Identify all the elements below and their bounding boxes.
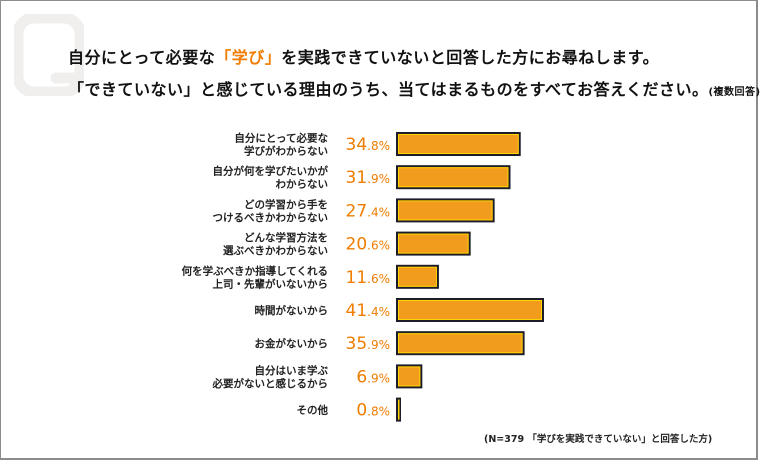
q-letter-icon — [14, 14, 84, 96]
value-label-decimal: .4% — [367, 305, 390, 319]
value-label: 27.4% — [346, 201, 391, 221]
question-line-2: 「できていない」と感じている理由のうち、当てはまるものをすべてお答えください。(… — [68, 76, 760, 100]
value-label: 0.8% — [356, 401, 390, 421]
category-label: わからない — [276, 179, 329, 191]
value-label-decimal: .6% — [367, 239, 390, 253]
value-label: 31.9% — [346, 168, 391, 188]
bar — [396, 364, 423, 389]
value-label: 11.6% — [346, 268, 391, 288]
value-label-integer: 34 — [346, 135, 368, 155]
question-line-1-post: を実践できていないと回答した方にお尋ねします。 — [281, 48, 660, 67]
category-label: 選ぶべきかわからない — [223, 244, 328, 257]
category-label: 自分にとって必要な — [234, 132, 328, 145]
value-label-integer: 11 — [346, 268, 368, 288]
category-label: 何を学ぶべきか指導してくれる — [182, 264, 328, 277]
bar — [396, 298, 544, 322]
value-label: 20.6% — [346, 235, 391, 255]
value-label-decimal: .8% — [367, 405, 390, 419]
category-label: 必要がないと感じるから — [212, 377, 329, 390]
category-label: 自分が何を学びたいかが — [213, 165, 329, 178]
category-label: 自分はいま学ぶ — [255, 364, 329, 377]
value-label-decimal: .4% — [367, 205, 390, 219]
bar — [396, 231, 471, 256]
bar-inner-highlight — [398, 233, 469, 254]
category-label: 時間がないから — [255, 304, 329, 317]
footnote: (N=379 「学びを実践できていない」と回答した方) — [484, 434, 713, 445]
category-label: お金がないから — [255, 337, 329, 350]
value-label-decimal: .9% — [367, 371, 390, 385]
bar — [396, 331, 525, 356]
value-label: 34.8% — [346, 135, 391, 155]
value-label-decimal: .6% — [367, 272, 390, 286]
question-highlight: 「学び」 — [215, 48, 282, 67]
value-label: 41.4% — [346, 301, 391, 321]
value-label-integer: 20 — [346, 235, 368, 255]
value-label-decimal: .9% — [367, 172, 390, 186]
category-label: 学びがわからない — [244, 145, 328, 158]
category-label: その他 — [297, 404, 329, 417]
value-label: 6.9% — [356, 367, 390, 387]
category-label: 上司・先輩がいないから — [213, 277, 329, 290]
value-label: 35.9% — [346, 334, 391, 354]
value-label-integer: 31 — [346, 168, 368, 188]
multiple-answer-note: (複数回答) — [708, 87, 760, 98]
category-label: どの学習から手を — [244, 198, 328, 211]
category-label: つけるべきかわからない — [213, 212, 329, 224]
bar-row: 35.9% お金がないから — [255, 331, 525, 356]
bar-inner-highlight — [398, 333, 523, 354]
value-label-decimal: .9% — [367, 338, 390, 352]
value-label-integer: 35 — [346, 334, 368, 354]
question-line-1-pre: 自分にとって必要な — [68, 48, 216, 67]
bar — [396, 132, 521, 156]
bar-row: 41.4% 時間がないから — [255, 298, 544, 322]
bar-inner-highlight — [398, 366, 421, 387]
category-label: どんな学習方法を — [244, 231, 328, 244]
question-line-1: 自分にとって必要な「学び」を実践できていないと回答した方にお尋ねします。 — [68, 44, 659, 68]
bar-inner-highlight — [398, 266, 437, 287]
bar-inner-highlight — [398, 200, 493, 221]
bar-inner-highlight — [398, 399, 400, 420]
value-label-integer: 27 — [346, 201, 368, 221]
bar — [396, 198, 495, 223]
bar-inner-highlight — [398, 134, 519, 154]
bar — [396, 165, 511, 190]
question-line-2-main: 「できていない」と感じている理由のうち、当てはまるものをすべてお答えください。 — [68, 80, 709, 99]
value-label-integer: 41 — [346, 301, 368, 321]
value-label-decimal: .8% — [367, 139, 390, 153]
value-label-integer: 6 — [356, 367, 367, 387]
bar-inner-highlight — [398, 167, 509, 188]
bar-inner-highlight — [398, 300, 542, 320]
bar-row: 0.8% その他 — [297, 397, 401, 422]
value-label-integer: 0 — [356, 401, 367, 421]
bar — [396, 264, 439, 289]
